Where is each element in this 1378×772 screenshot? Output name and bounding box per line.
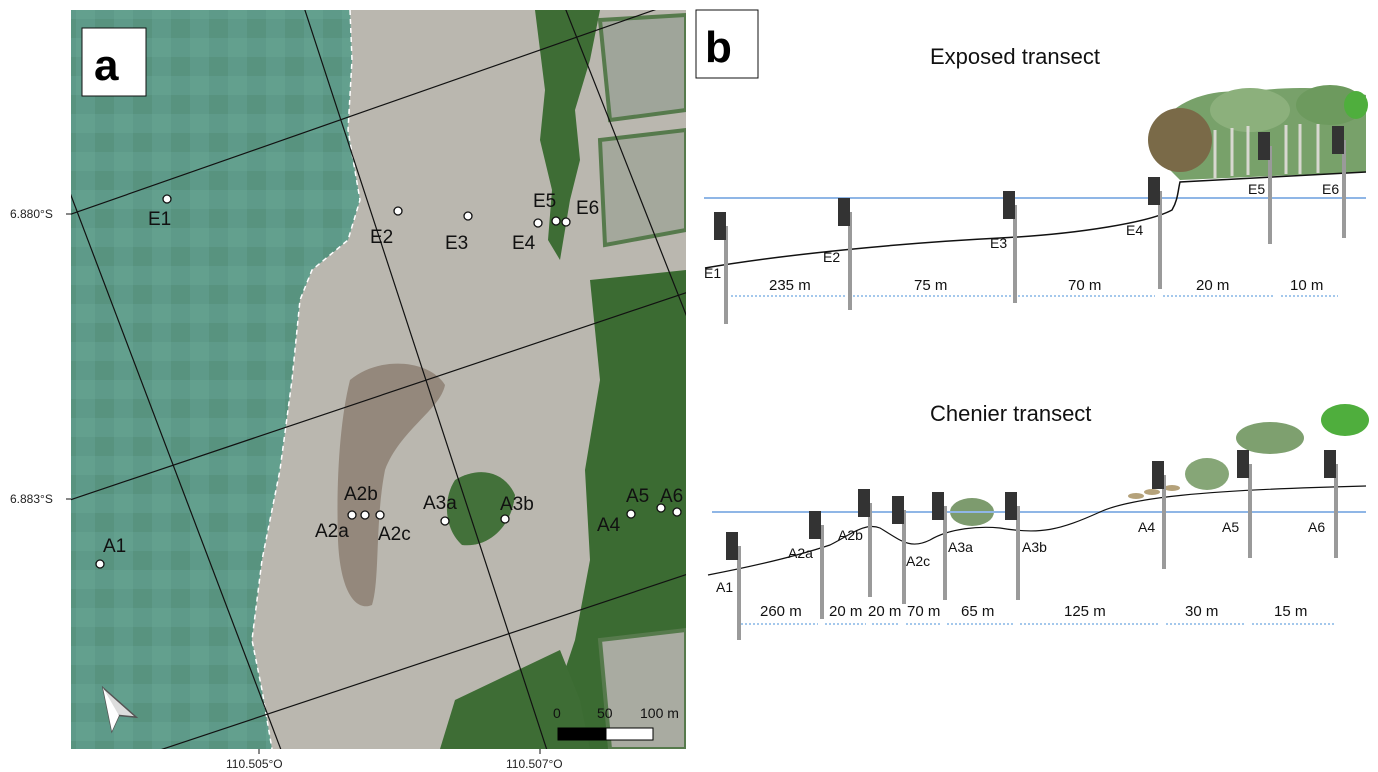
chenier-station-labels: A1 A2a A2b A2c A3a A3b A4 A5 A6 — [716, 519, 1325, 595]
lat-label-2: 6.883°S — [10, 492, 53, 506]
exposed-distance-labels: 235 m 75 m 70 m 20 m 10 m — [769, 277, 1323, 294]
scale-tick-0: 0 — [553, 705, 561, 721]
mangrove-patch-south — [440, 650, 590, 749]
chenier-sensor-poles — [726, 450, 1338, 640]
chenier-dist-5: 65 m — [961, 603, 994, 620]
chenier-distance-labels: 260 m 20 m 20 m 70 m 65 m 125 m 30 m 15 … — [760, 603, 1307, 620]
station-dot-E4 — [533, 218, 543, 228]
chenier-dist-1: 260 m — [760, 603, 802, 620]
station-dot-A2b — [360, 510, 370, 520]
chenier-dist-6: 125 m — [1064, 603, 1106, 620]
chenier-dist-2: 20 m — [829, 603, 862, 620]
map-label-A4: A4 — [597, 515, 621, 536]
panel-a-letter-box — [81, 27, 147, 97]
scale-bar: 0 50 100 m — [553, 705, 679, 741]
exposed-title: Exposed transect — [930, 44, 1100, 69]
exposed-station-E1: E1 — [704, 265, 721, 281]
channel-area — [337, 363, 445, 607]
map-station-labels: E1 E2 E3 E4 E5 E6 A1 A2a A2b A2c A3a A3b… — [103, 191, 683, 557]
chenier-station-A2b: A2b — [838, 527, 863, 543]
shoreline — [251, 10, 361, 749]
station-dot-A3a — [440, 516, 450, 526]
station-dot-E1 — [162, 194, 172, 204]
panel-b-transects: b Exposed transect — [695, 9, 1369, 640]
chenier-station-A5: A5 — [1222, 519, 1239, 535]
mangrove-patch-north — [535, 10, 600, 260]
panel-b-letter: b — [705, 23, 732, 72]
north-arrow-icon — [101, 685, 139, 734]
station-dot-E2 — [393, 206, 403, 216]
scale-tick-50: 50 — [597, 705, 613, 721]
map-label-A2b: A2b — [344, 484, 378, 505]
chenier-ground-profile — [707, 485, 1367, 576]
chenier-dist-8: 15 m — [1274, 603, 1307, 620]
scale-tick-100: 100 m — [640, 705, 679, 721]
exposed-dist-2: 75 m — [914, 277, 947, 294]
map-label-A3a: A3a — [423, 493, 457, 514]
station-dot-E3 — [463, 211, 473, 221]
chenier-station-A3b: A3b — [1022, 539, 1047, 555]
exposed-station-E4: E4 — [1126, 222, 1143, 238]
exposed-sensor-poles — [714, 126, 1346, 324]
station-dot-A5 — [656, 503, 666, 513]
station-dot-A6 — [672, 507, 682, 517]
map-label-A5: A5 — [626, 486, 649, 507]
map-label-E6: E6 — [576, 198, 599, 219]
lon-label-2: 110.507°O — [506, 757, 563, 771]
exposed-ground-profile — [704, 171, 1367, 269]
exposed-dist-3: 70 m — [1068, 277, 1101, 294]
exposed-station-E5: E5 — [1248, 181, 1265, 197]
map-label-A2a: A2a — [315, 521, 349, 542]
map-label-E5: E5 — [533, 191, 556, 212]
map-stations — [95, 194, 682, 569]
chenier-station-A1: A1 — [716, 579, 733, 595]
exposed-transect: Exposed transect — [704, 44, 1368, 324]
lat-label-1: 6.880°S — [10, 207, 53, 221]
station-dot-A2c — [375, 510, 385, 520]
chenier-station-A6: A6 — [1308, 519, 1325, 535]
map-label-E4: E4 — [512, 233, 536, 254]
mangrove-island — [446, 472, 515, 546]
chenier-dist-7: 30 m — [1185, 603, 1218, 620]
map-label-A3b: A3b — [500, 494, 534, 515]
chenier-vegetation — [950, 404, 1369, 526]
station-dot-A3b — [500, 514, 510, 524]
station-dot-A2a — [347, 510, 357, 520]
exposed-dist-1: 235 m — [769, 277, 811, 294]
station-dot-E5 — [551, 216, 561, 226]
chenier-dist-3: 20 m — [868, 603, 901, 620]
chenier-station-A2a: A2a — [788, 545, 813, 561]
chenier-station-A2c: A2c — [906, 553, 930, 569]
lon-label-1: 110.505°O — [226, 757, 283, 771]
map-label-A2c: A2c — [378, 524, 411, 545]
map-label-A1: A1 — [103, 536, 126, 557]
station-dot-A1 — [95, 559, 105, 569]
station-dot-A4 — [626, 509, 636, 519]
exposed-dist-4: 20 m — [1196, 277, 1229, 294]
station-dot-E6 — [561, 217, 571, 227]
chenier-title: Chenier transect — [930, 401, 1091, 426]
coordinate-labels: 6.880°S 6.883°S 110.505°O 110.507°O — [10, 207, 563, 771]
chenier-transect: Chenier transect — [707, 401, 1369, 640]
exposed-station-E2: E2 — [823, 249, 840, 265]
map-label-E2: E2 — [370, 227, 393, 248]
map-label-A6: A6 — [660, 486, 683, 507]
panel-a-letter: a — [94, 41, 119, 90]
panel-a-map: 0 50 100 m — [10, 10, 686, 771]
panel-b-letter-box — [695, 9, 759, 79]
mangrove-patch-east — [555, 270, 686, 749]
map-label-E1: E1 — [148, 209, 171, 230]
map-label-E3: E3 — [445, 233, 468, 254]
exposed-station-E3: E3 — [990, 235, 1007, 251]
exposed-station-labels: E1 E2 E3 E4 E5 E6 — [704, 181, 1339, 281]
exposed-station-E6: E6 — [1322, 181, 1339, 197]
chenier-station-A4: A4 — [1138, 519, 1155, 535]
exposed-dist-5: 10 m — [1290, 277, 1323, 294]
chenier-station-A3a: A3a — [948, 539, 973, 555]
chenier-dist-4: 70 m — [907, 603, 940, 620]
fish-ponds — [597, 12, 686, 749]
map-grid — [71, 10, 686, 749]
